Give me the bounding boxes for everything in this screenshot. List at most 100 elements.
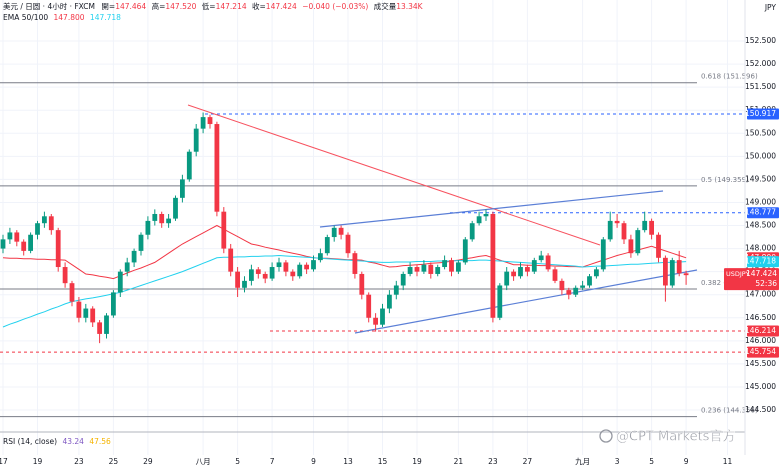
ema-box	[747, 256, 779, 268]
candle-body	[366, 294, 372, 318]
candle-body	[483, 213, 489, 217]
price-box-label: 148.777	[745, 208, 776, 217]
candle-body	[518, 267, 523, 277]
candle-body	[97, 322, 102, 334]
rsi-legend: RSI (14, close) 43.24 47.56	[3, 437, 111, 446]
candle-body	[594, 269, 599, 277]
ohlc-value: 147.424	[266, 2, 297, 11]
candle-body	[104, 315, 109, 334]
ema-value: 147.800	[54, 13, 85, 22]
rsi-label: RSI (14, close)	[3, 437, 57, 446]
candle-body	[166, 218, 171, 224]
candle-body	[476, 216, 482, 224]
watermark-icon	[599, 429, 613, 443]
rsi-value: 47.56	[89, 437, 111, 446]
y-tick-label: 148.000	[745, 244, 776, 253]
y-tick-label: 150.000	[745, 151, 776, 160]
volume: 13.34K	[396, 2, 423, 11]
candle-body	[262, 273, 268, 279]
candle-body	[69, 283, 75, 302]
y-tick-label: 146.500	[745, 313, 776, 322]
x-tick-label: 29	[143, 457, 153, 466]
candle-body	[207, 117, 213, 125]
candle-body	[538, 255, 544, 261]
candle-body	[649, 220, 654, 235]
candle-body	[297, 264, 303, 277]
candle-body	[683, 273, 689, 276]
y-tick-label: 145.500	[745, 359, 776, 368]
ohlc-value: 147.464	[115, 2, 146, 11]
candle-body	[228, 248, 234, 272]
candle-body	[331, 227, 337, 238]
candle-body	[145, 220, 151, 235]
currency: JPY	[764, 3, 777, 12]
x-tick-label: 23	[74, 457, 84, 466]
candle-body	[48, 216, 54, 231]
y-tick-label: 152.500	[745, 36, 776, 45]
candle-body	[600, 239, 606, 270]
price-box	[747, 108, 779, 120]
candle-body	[28, 234, 33, 251]
candle-body	[152, 213, 158, 221]
candle-body	[235, 271, 240, 288]
candle-body	[442, 260, 447, 268]
candle-body	[435, 267, 441, 274]
candle-body	[62, 267, 68, 284]
candle-body	[352, 253, 358, 274]
candle-body	[580, 285, 585, 288]
candle-body	[614, 220, 620, 224]
candle-body	[635, 230, 641, 254]
x-tick-label: 25	[109, 457, 119, 466]
fib-label: 0.618 (151.596)	[701, 73, 758, 81]
candle-body	[76, 301, 82, 318]
candle-body	[393, 285, 399, 295]
price-box-label: 150.917	[745, 109, 776, 118]
candle-body	[621, 223, 627, 240]
title: 美元 / 日圆 · 4小时 · FXCM	[3, 1, 95, 11]
candle-body	[656, 234, 661, 258]
candle-body	[345, 234, 351, 254]
x-tick-label: 27	[523, 457, 533, 466]
candle-body	[255, 269, 261, 274]
candle-body	[573, 287, 579, 295]
candle-body	[159, 213, 165, 224]
candle-body	[304, 264, 309, 270]
candle-body	[180, 179, 185, 198]
candle-body	[373, 317, 378, 325]
candle-body	[566, 290, 572, 295]
header: 美元 / 日圆 · 4小时 · FXCM 開=147.464 高=147.520…	[3, 1, 424, 11]
y-tick-label: 152.000	[745, 59, 776, 68]
x-tick-label: 7	[270, 457, 275, 466]
candle-body	[324, 237, 330, 254]
ema-legend: EMA 50/100 147.800 147.718	[3, 13, 121, 22]
candle-layer	[0, 112, 689, 344]
candle-body	[449, 260, 454, 272]
ema-label: EMA 50/100	[3, 13, 48, 22]
trendline	[319, 190, 664, 228]
x-tick-label: 5	[235, 457, 240, 466]
ohlc-label: 開=	[101, 2, 115, 11]
candle-body	[504, 271, 510, 286]
candle-body	[124, 262, 130, 272]
x-tick-label: 19	[412, 457, 422, 466]
candle-body	[35, 223, 40, 235]
candle-body	[0, 239, 6, 249]
price-box	[747, 346, 779, 358]
x-tick-label: 13	[343, 457, 353, 466]
candle-body	[7, 232, 13, 240]
x-tick-label: 17	[0, 457, 8, 466]
ohlc-value: 147.520	[165, 2, 196, 11]
trendline	[187, 104, 601, 246]
candle-body	[42, 216, 47, 224]
candle-body	[221, 211, 227, 249]
y-tick-label: 151.500	[745, 82, 776, 91]
candle-body	[200, 117, 206, 129]
x-tick-label: 23	[488, 457, 498, 466]
candle-body	[642, 220, 648, 231]
candle-body	[525, 267, 530, 272]
x-tick-label: 21	[454, 457, 464, 466]
ema-value: 147.718	[90, 13, 121, 22]
candle-body	[387, 294, 392, 309]
y-tick-label: 146.000	[745, 336, 776, 345]
candle-body	[663, 257, 668, 286]
